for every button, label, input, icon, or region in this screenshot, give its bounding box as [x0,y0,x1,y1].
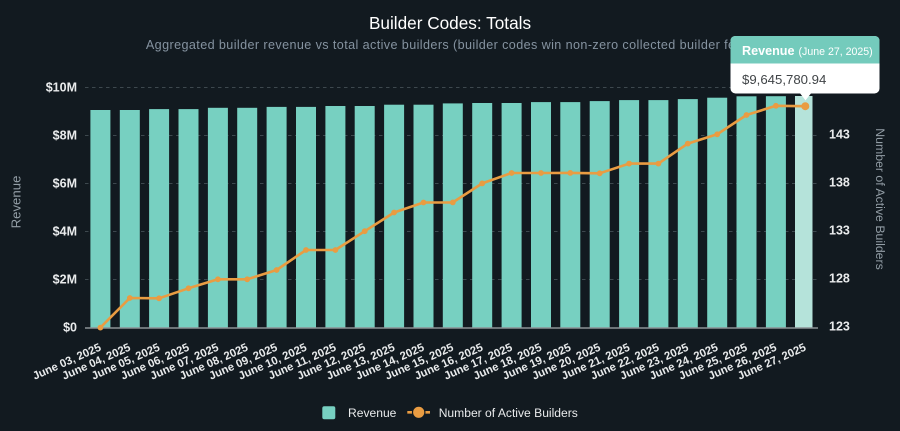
svg-text:$9,645,780.94: $9,645,780.94 [742,72,826,87]
svg-text:Aggregated builder revenue vs: Aggregated builder revenue vs total acti… [146,38,754,52]
svg-text:$0: $0 [63,321,77,335]
svg-text:133: 133 [829,224,850,238]
svg-text:(June 27, 2025): (June 27, 2025) [799,46,873,58]
svg-text:Revenue: Revenue [9,176,24,229]
svg-text:$4M: $4M [53,225,77,239]
svg-text:123: 123 [829,320,850,334]
svg-text:$10M: $10M [46,81,77,95]
svg-text:$8M: $8M [53,129,77,143]
svg-text:138: 138 [829,176,850,190]
svg-text:Revenue: Revenue [742,44,795,58]
svg-text:Builder Codes: Totals: Builder Codes: Totals [369,13,531,33]
svg-text:$6M: $6M [53,177,77,191]
svg-text:128: 128 [829,272,850,286]
svg-text:Revenue: Revenue [348,406,397,420]
svg-text:$2M: $2M [53,273,77,287]
svg-text:Number of Active Builders: Number of Active Builders [873,128,887,269]
svg-text:Number of Active Builders: Number of Active Builders [439,406,578,420]
svg-text:143: 143 [829,128,850,142]
